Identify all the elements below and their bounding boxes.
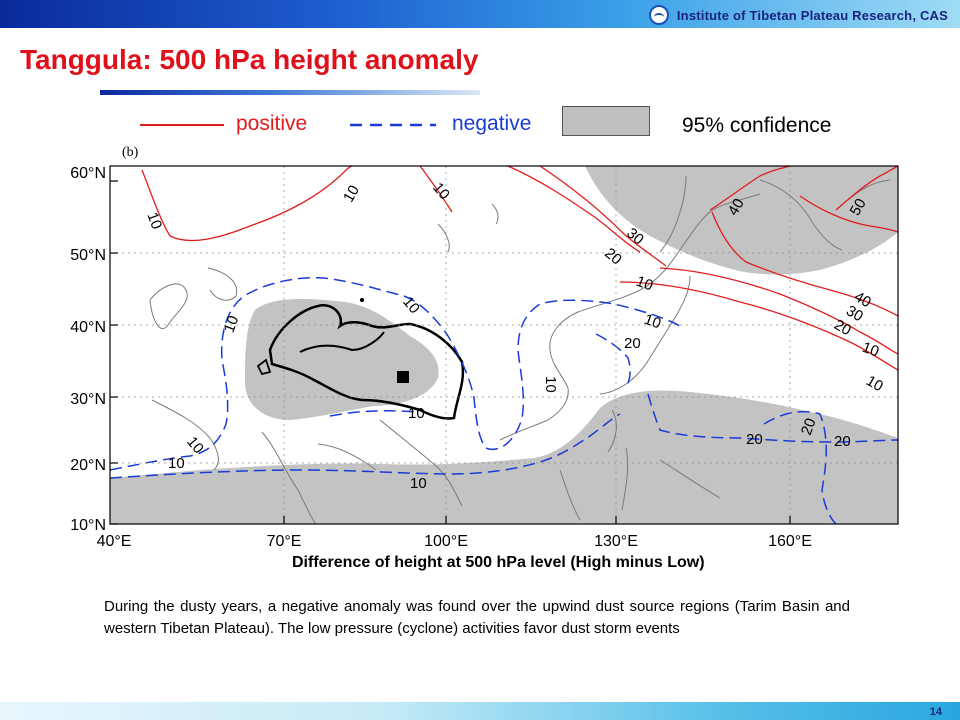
slide-title: Tanggula: 500 hPa height anomaly <box>20 44 479 75</box>
axis-ticks <box>110 180 791 525</box>
label-neg-9: 20 <box>624 335 641 352</box>
small-island-outline <box>256 358 272 376</box>
lat-label-10: 10°N <box>70 517 106 534</box>
institute-name: Institute of Tibetan Plateau Research, C… <box>676 7 948 23</box>
negative-contours <box>110 276 898 524</box>
page-number: 14 <box>929 706 942 718</box>
tibet-inner-contour <box>299 331 385 353</box>
title-underline <box>100 90 480 95</box>
legend-confidence-label: 95% confidence <box>682 114 832 137</box>
legend-positive-label: positive <box>236 112 308 135</box>
footer-bar <box>0 702 960 720</box>
label-neg-3: 10 <box>408 405 425 422</box>
label-neg-5: 10 <box>168 455 185 472</box>
institute-banner: Institute of Tibetan Plateau Research, C… <box>648 5 948 25</box>
caption-text: During the dusty years, a negative anoma… <box>104 598 850 637</box>
confidence-area-tibet <box>244 299 439 420</box>
label-pos-7: 40 <box>725 196 748 219</box>
panel-label: (b) <box>122 145 139 160</box>
lat-label-50: 50°N <box>70 247 106 264</box>
header-bar <box>0 0 960 28</box>
lon-label-40: 40°E <box>97 533 132 550</box>
label-neg-12: 20 <box>834 433 851 450</box>
lat-labels: 60°N 50°N 40°N 30°N 20°N 10°N <box>70 165 106 534</box>
label-neg-6: 10 <box>410 475 427 492</box>
label-pos-6: 10 <box>634 273 655 295</box>
label-neg-11: 20 <box>798 416 820 437</box>
station-dot <box>360 298 364 302</box>
label-pos-13: 10 <box>863 372 886 395</box>
label-neg-7: 10 <box>542 376 559 393</box>
label-pos-9: 40 <box>851 288 874 311</box>
label-pos-11: 20 <box>831 316 854 339</box>
map-frame <box>109 165 899 525</box>
lat-label-30: 30°N <box>70 391 106 408</box>
institute-logo-icon <box>648 5 669 25</box>
legend-negative-label: negative <box>452 112 532 135</box>
label-neg-8: 10 <box>642 311 663 333</box>
tanggula-station-marker <box>397 371 409 383</box>
x-axis-title: Difference of height at 500 hPa level (H… <box>292 554 705 571</box>
label-neg-1: 10 <box>221 313 243 334</box>
lon-label-70: 70°E <box>267 533 302 550</box>
label-pos-1: 10 <box>144 210 166 231</box>
positive-contours <box>141 166 898 371</box>
lon-labels: 40°E 70°E 100°E 130°E 160°E <box>97 533 812 550</box>
tibet-plateau-outline <box>268 304 465 420</box>
label-pos-10: 30 <box>843 302 866 325</box>
lon-label-160: 160°E <box>768 533 812 550</box>
confidence-swatch <box>562 106 650 136</box>
label-pos-12: 10 <box>860 339 881 361</box>
label-pos-8: 50 <box>847 196 870 219</box>
lon-label-100: 100°E <box>424 533 468 550</box>
lat-label-60: 60°N <box>70 165 106 182</box>
lon-label-130: 130°E <box>594 533 638 550</box>
label-pos-2: 10 <box>340 182 363 205</box>
lat-label-20: 20°N <box>70 457 106 474</box>
confidence-area-northeast <box>585 166 898 275</box>
label-neg-10: 20 <box>746 431 763 448</box>
lat-label-40: 40°N <box>70 319 106 336</box>
confidence-area-south <box>110 390 898 524</box>
